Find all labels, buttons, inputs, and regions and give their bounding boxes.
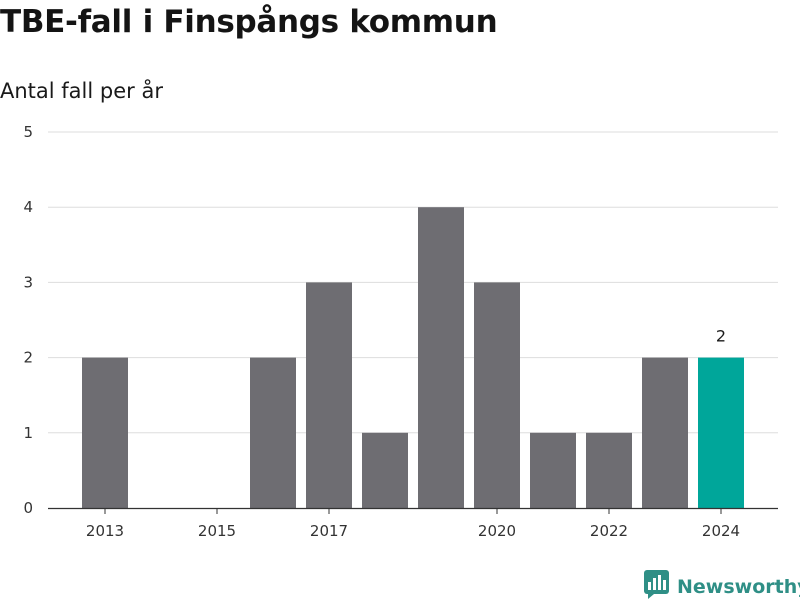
bar-2016 (250, 357, 296, 508)
y-tick-label: 2 (23, 349, 33, 367)
bar-2017 (306, 282, 352, 508)
bar-2021 (530, 432, 576, 508)
x-tick-label: 2024 (702, 522, 740, 540)
bar-2022 (586, 432, 632, 508)
data-label-2024: 2 (716, 327, 726, 346)
newsworthy-bar-chart-icon (644, 570, 669, 603)
bar-2024 (698, 357, 744, 508)
chart-title: TBE-fall i Finspångs kommun (0, 4, 498, 40)
bar-2023 (642, 357, 688, 508)
bars (82, 207, 744, 508)
x-tick-label: 2020 (478, 522, 516, 540)
x-tick-label: 2015 (198, 522, 236, 540)
newsworthy-logo: Newsworthy (644, 570, 800, 603)
y-tick-label: 3 (23, 273, 33, 291)
y-tick-label: 0 (23, 499, 33, 517)
y-tick-label: 1 (23, 424, 33, 442)
bar-2013 (82, 357, 128, 508)
x-tick-label: 2022 (590, 522, 628, 540)
chart-subtitle: Antal fall per år (0, 79, 163, 103)
y-axis-ticks: 0 1 2 3 4 5 (23, 123, 33, 517)
x-tick-label: 2013 (86, 522, 124, 540)
bar-2019 (418, 207, 464, 508)
y-tick-label: 4 (23, 198, 33, 216)
data-labels: 2 (716, 327, 726, 346)
x-tick-label: 2017 (310, 522, 348, 540)
bar-2020 (474, 282, 520, 508)
bar-2018 (362, 432, 408, 508)
logo-text: Newsworthy (677, 575, 800, 598)
x-axis-ticks: 2013 2015 2017 2020 2022 2024 (86, 508, 740, 540)
y-tick-label: 5 (23, 123, 33, 141)
